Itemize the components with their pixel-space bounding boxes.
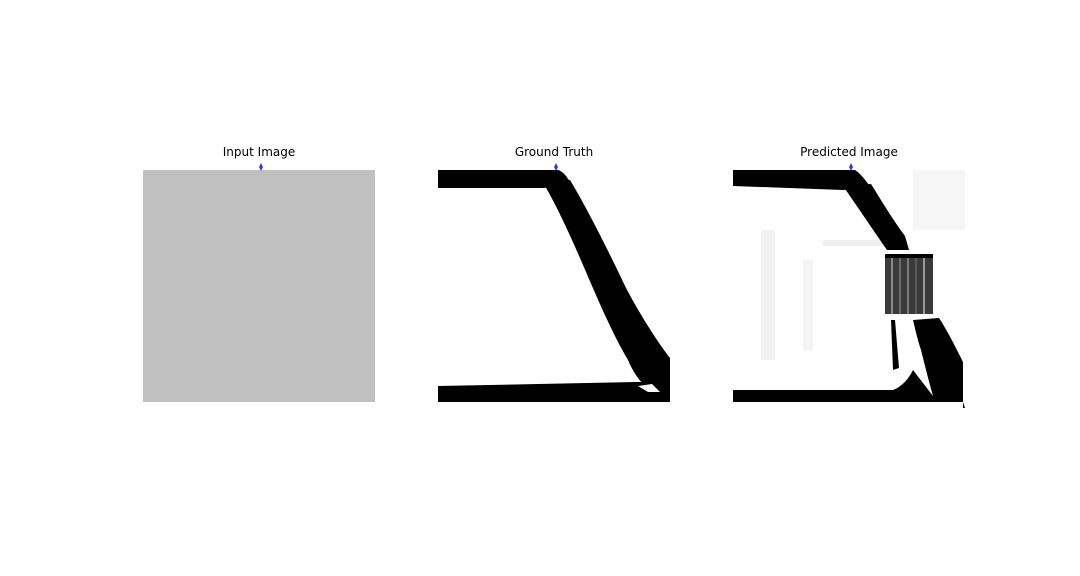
- load-marker-icon: [554, 163, 558, 171]
- striped-block-edge: [885, 254, 933, 258]
- upper-strut: [843, 184, 909, 250]
- striped-line: [923, 258, 925, 314]
- panel-ground-truth: Ground Truth: [438, 144, 670, 404]
- ground-truth-canvas: [438, 163, 670, 402]
- corner-artifact: [963, 402, 965, 408]
- panel-input: Input Image: [143, 144, 375, 404]
- panel-title-ground-truth: Ground Truth: [514, 145, 594, 159]
- noise-artifact: [761, 230, 775, 360]
- noise-artifact: [803, 260, 813, 350]
- striped-line: [907, 258, 909, 314]
- top-beam: [438, 170, 570, 188]
- bottom-gap: [638, 384, 660, 392]
- predicted-canvas: [733, 163, 965, 408]
- panel-predicted: Predicted Image: [733, 144, 965, 408]
- thin-member: [891, 320, 899, 370]
- top-beam: [733, 170, 871, 190]
- bottom-beam: [733, 370, 963, 402]
- striped-line: [915, 258, 917, 314]
- diagonal-strut: [545, 180, 670, 392]
- load-marker-icon: [849, 163, 853, 171]
- panel-title-predicted: Predicted Image: [800, 145, 898, 159]
- input-image: [143, 163, 375, 402]
- lower-strut: [913, 318, 963, 396]
- noise-artifact: [823, 240, 883, 246]
- input-gray-field: [143, 170, 375, 402]
- ground-truth-image: [438, 163, 670, 402]
- striped-line: [899, 258, 901, 314]
- load-marker-icon: [259, 163, 263, 171]
- predicted-image: [733, 163, 965, 408]
- bottom-beam: [438, 382, 670, 402]
- noise-artifact: [913, 170, 965, 230]
- panel-title-input: Input Image: [222, 145, 296, 159]
- striped-line: [891, 258, 893, 314]
- input-image-canvas: [143, 163, 375, 402]
